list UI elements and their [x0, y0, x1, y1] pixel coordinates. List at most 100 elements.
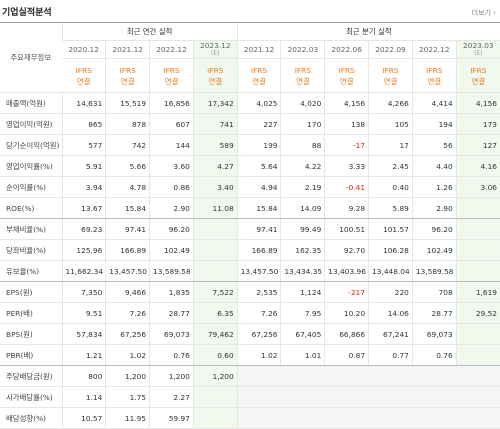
empty-cell — [236, 365, 500, 387]
value-cell: 4,156 — [455, 92, 500, 114]
value-cell: 7,350 — [61, 281, 106, 303]
value-cell: 127 — [455, 134, 500, 156]
empty-cell — [192, 218, 238, 240]
value-cell: 4,266 — [368, 92, 413, 114]
empty-cell — [236, 386, 500, 408]
value-cell: 577 — [61, 134, 106, 156]
basis-header: IFRS 연결 — [149, 58, 194, 93]
period-date: 2022.12 — [418, 44, 450, 54]
basis-label: IFRS — [382, 65, 399, 75]
empty-cell — [455, 344, 500, 366]
basis-label: IFRS — [294, 65, 312, 75]
value-cell: 1.02 — [105, 344, 150, 366]
empty-cell — [192, 407, 238, 429]
value-cell: 4.27 — [192, 155, 238, 177]
value-cell: 1,124 — [280, 281, 325, 303]
value-cell: 7.26 — [236, 302, 281, 324]
value-cell: 69,073 — [411, 323, 457, 345]
basis-header: IFRS 연결 — [280, 58, 325, 93]
value-cell: 11,662.34 — [61, 260, 106, 282]
value-cell: 2,535 — [236, 281, 281, 303]
value-cell: 4,025 — [236, 92, 281, 114]
value-cell: 96.20 — [149, 218, 194, 240]
value-cell: 4,414 — [411, 92, 457, 114]
value-cell: 5.89 — [368, 197, 413, 219]
period-header: 2023.03 (E) — [455, 40, 500, 59]
header-row: 2020.12 2021.12 2022.12 2023.12 (E) 2021.12 20… — [0, 40, 500, 59]
data-row: 시가배당률(%) 1.14 1.75 2.27 — [0, 386, 500, 408]
basis-header: IFRS 연결 — [62, 58, 106, 93]
value-cell: 17 — [368, 134, 413, 156]
basis-header: IFRS 연결 — [236, 58, 281, 93]
value-cell: 166.89 — [236, 239, 281, 261]
row-label: 순이익률(%) — [0, 176, 62, 198]
period-header: 2022.09 — [368, 40, 413, 59]
value-cell: -217 — [324, 281, 369, 303]
value-cell: 5.64 — [236, 155, 281, 177]
data-row: EPS(원) 7,350 9,466 1,835 7,522 2,535 1,124 -217… — [0, 281, 500, 303]
value-cell: 7,522 — [192, 281, 238, 303]
value-cell: 878 — [105, 113, 150, 135]
header: 기업실적분석 더보기 › — [0, 0, 500, 22]
data-row: 당기순이익(억원) 577 742 144 589 199 88 -17 17 56 127 — [0, 134, 500, 156]
value-cell: 138 — [324, 113, 369, 135]
period-header: 2022.12 — [149, 40, 194, 59]
value-cell: 7.26 — [105, 302, 150, 324]
value-cell: 5.66 — [105, 155, 150, 177]
value-cell: 97.41 — [105, 218, 150, 240]
value-cell: 3.06 — [455, 176, 500, 198]
more-link[interactable]: 더보기 › — [471, 9, 496, 17]
data-row: 영업이익(억원) 865 878 607 741 227 170 138 105 194 173 — [0, 113, 500, 135]
value-cell: 99.49 — [280, 218, 325, 240]
value-cell: 589 — [192, 134, 238, 156]
row-label: 영업이익률(%) — [0, 155, 62, 177]
value-cell: 14.09 — [280, 197, 325, 219]
value-cell: 1.14 — [61, 386, 106, 408]
data-row: 매출액(억원) 14,631 15,519 16,856 17,342 4,025 4,02… — [0, 92, 500, 114]
value-cell: 173 — [455, 113, 500, 135]
value-cell: 4.94 — [236, 176, 281, 198]
value-cell: 2.90 — [149, 197, 194, 219]
value-cell: 13,589.58 — [149, 260, 194, 282]
row-label: 부채비율(%) — [0, 218, 62, 240]
period-header: 2023.12 (E) — [192, 40, 238, 59]
period-note: (E) — [474, 49, 483, 57]
value-cell: 1,200 — [192, 365, 238, 387]
value-cell: 100.51 — [324, 218, 369, 240]
value-cell: 14.06 — [368, 302, 413, 324]
basis-label: IFRS — [338, 65, 355, 75]
data-row: 유보율(%) 11,662.34 13,457.50 13,589.58 13,457.… — [0, 260, 500, 282]
value-cell: 0.87 — [324, 344, 369, 366]
value-cell: 125.96 — [61, 239, 106, 261]
period-date: 2023.03 — [463, 40, 494, 50]
row-label: ROE(%) — [0, 197, 62, 219]
value-cell: 13,589.58 — [411, 260, 457, 282]
value-cell: 10.57 — [61, 407, 106, 429]
value-cell: 708 — [411, 281, 457, 303]
value-cell: 2.90 — [411, 197, 457, 219]
financial-table: 주요재무정보 최근 연간 실적 최근 분기 실적 2020.12 2021.12 2022… — [0, 22, 500, 429]
value-cell: 227 — [236, 113, 281, 135]
value-cell: 742 — [105, 134, 150, 156]
value-cell: 67,405 — [280, 323, 325, 345]
row-label: 영업이익(억원) — [0, 113, 62, 135]
value-cell: 69,073 — [149, 323, 194, 345]
value-cell: 4.78 — [105, 176, 150, 198]
basis-label: IFRS — [470, 65, 487, 75]
basis-label: IFRS — [426, 65, 443, 75]
basis-label: IFRS — [75, 65, 92, 75]
basis-label: 연결 — [296, 76, 310, 86]
value-cell: 67,241 — [368, 323, 413, 345]
row-label: 당좌비율(%) — [0, 239, 62, 261]
value-cell: -17 — [324, 134, 369, 156]
basis-header: IFRS 연결 — [368, 58, 413, 93]
basis-header: IFRS 연결 — [411, 58, 457, 93]
value-cell: 10.20 — [324, 302, 369, 324]
value-cell: 4,156 — [324, 92, 369, 114]
period-header: 2022.03 — [280, 40, 325, 59]
empty-cell — [236, 407, 500, 429]
value-cell: 607 — [149, 113, 194, 135]
basis-label: 연결 — [339, 76, 354, 86]
value-cell: 1.02 — [236, 344, 281, 366]
value-cell: 7.95 — [280, 302, 325, 324]
